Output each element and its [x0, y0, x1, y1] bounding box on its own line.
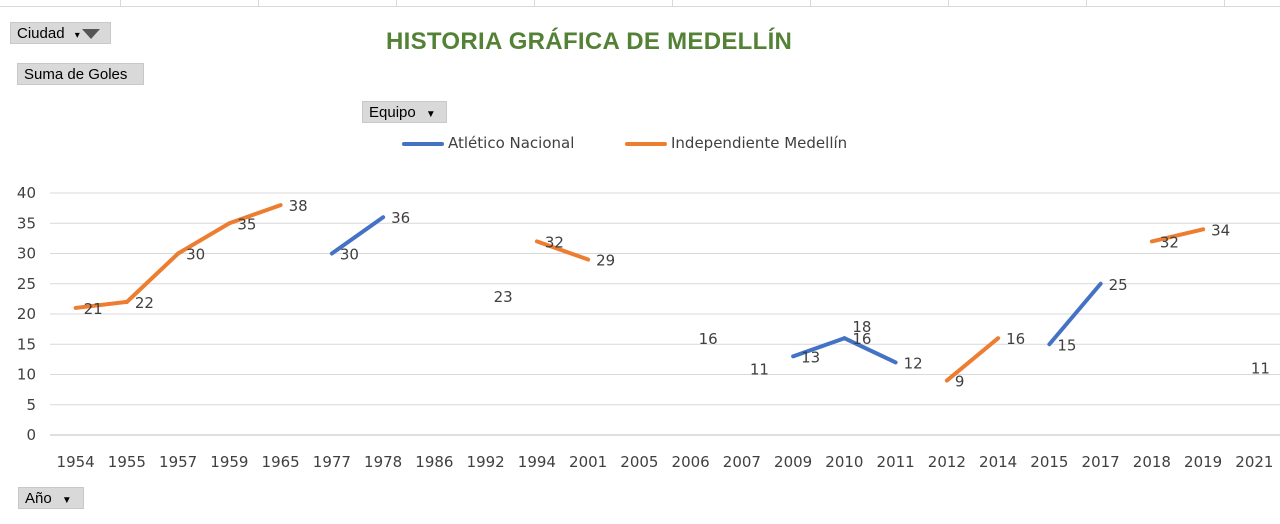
- ciudad-filter-label: Ciudad: [17, 25, 65, 42]
- y-tick-label: 10: [17, 366, 36, 384]
- chart-title: HISTORIA GRÁFICA DE MEDELLÍN: [386, 28, 793, 55]
- chevron-down-icon: ▼: [425, 109, 436, 120]
- x-tick-label: 1992: [467, 453, 505, 471]
- data-label: 32: [545, 233, 564, 251]
- ciudad-filter-button[interactable]: Ciudad ▾: [10, 22, 111, 44]
- x-tick-label: 2017: [1082, 453, 1120, 471]
- data-label: 30: [186, 246, 205, 264]
- sheet-grid-top: [0, 0, 1280, 7]
- series-segment-1: [73, 299, 129, 310]
- x-tick-label: 2001: [569, 453, 607, 471]
- dropdown-arrow-icon: ▾: [74, 30, 80, 41]
- data-label: 13: [801, 348, 820, 366]
- data-label: 36: [391, 209, 410, 227]
- data-label: 18: [852, 318, 871, 336]
- x-tick-label: 2011: [877, 453, 915, 471]
- data-label: 11: [750, 360, 769, 378]
- y-tick-label: 0: [26, 426, 36, 444]
- x-tick-label: 1954: [57, 453, 95, 471]
- x-tick-label: 1978: [364, 453, 402, 471]
- y-tick-label: 15: [17, 335, 36, 353]
- x-tick-label: 1955: [108, 453, 146, 471]
- data-label: 29: [596, 252, 615, 270]
- ano-field-label: Año: [25, 490, 52, 507]
- series-segment-0: [842, 336, 898, 365]
- legend-swatch-medellin: [625, 141, 667, 146]
- series-segment-1: [944, 336, 1001, 383]
- ano-field-button[interactable]: Año ▼: [18, 487, 84, 509]
- x-tick-label: 1986: [415, 453, 453, 471]
- x-tick-label: 2012: [928, 453, 966, 471]
- y-tick-label: 30: [17, 245, 36, 263]
- y-tick-label: 5: [26, 396, 36, 414]
- x-tick-label: 2015: [1030, 453, 1068, 471]
- x-tick-label: 1994: [518, 453, 556, 471]
- data-label: 23: [494, 288, 513, 306]
- data-label: 25: [1109, 276, 1128, 294]
- series-segment-1: [176, 221, 232, 256]
- value-field-button[interactable]: Suma de Goles: [17, 63, 144, 85]
- filter-funnel-icon: [81, 29, 100, 39]
- chevron-down-icon: ▼: [61, 495, 72, 506]
- x-tick-label: 2005: [620, 453, 658, 471]
- series-segment-1: [227, 203, 283, 226]
- data-label: 16: [1006, 330, 1025, 348]
- series-segment-0: [1047, 281, 1103, 347]
- data-label: 15: [1057, 336, 1076, 354]
- x-tick-label: 2014: [979, 453, 1017, 471]
- y-tick-label: 40: [17, 184, 36, 202]
- y-tick-label: 35: [17, 214, 36, 232]
- series-segment-0: [791, 336, 847, 359]
- data-label: 16: [852, 330, 871, 348]
- equipo-field-label: Equipo: [369, 104, 416, 121]
- legend-item-nacional: Atlético Nacional: [402, 134, 574, 152]
- x-tick-label: 1977: [313, 453, 351, 471]
- series-segment-1: [534, 239, 591, 262]
- series-segment-1: [124, 251, 181, 304]
- data-label: 30: [340, 246, 359, 264]
- x-tick-label: 2021: [1235, 453, 1273, 471]
- data-label: 38: [289, 197, 308, 215]
- x-tick-label: 1959: [210, 453, 248, 471]
- data-label: 32: [1160, 233, 1179, 251]
- legend-swatch-nacional: [402, 141, 444, 146]
- x-tick-label: 2019: [1184, 453, 1222, 471]
- data-label: 9: [955, 373, 965, 391]
- data-label: 11: [1251, 359, 1270, 377]
- data-label: 35: [237, 215, 256, 233]
- y-tick-label: 20: [17, 305, 36, 323]
- data-label: 34: [1211, 221, 1230, 239]
- series-segment-0: [329, 215, 386, 256]
- data-label: 12: [904, 354, 923, 372]
- x-tick-label: 2010: [825, 453, 863, 471]
- x-tick-label: 2009: [774, 453, 812, 471]
- data-label: 21: [84, 300, 103, 318]
- y-tick-label: 25: [17, 275, 36, 293]
- legend-label-medellin: Independiente Medellín: [671, 134, 848, 152]
- x-tick-label: 2007: [723, 453, 761, 471]
- legend-label-nacional: Atlético Nacional: [448, 134, 575, 152]
- x-tick-label: 1957: [159, 453, 197, 471]
- equipo-field-button[interactable]: Equipo ▼: [362, 101, 447, 123]
- value-field-label: Suma de Goles: [24, 66, 128, 83]
- data-label: 16: [699, 330, 718, 348]
- legend-item-medellin: Independiente Medellín: [625, 134, 847, 152]
- data-label: 22: [135, 294, 154, 312]
- x-tick-label: 1965: [262, 453, 300, 471]
- x-tick-label: 2018: [1133, 453, 1171, 471]
- series-segment-1: [1149, 227, 1206, 244]
- x-tick-label: 2006: [672, 453, 710, 471]
